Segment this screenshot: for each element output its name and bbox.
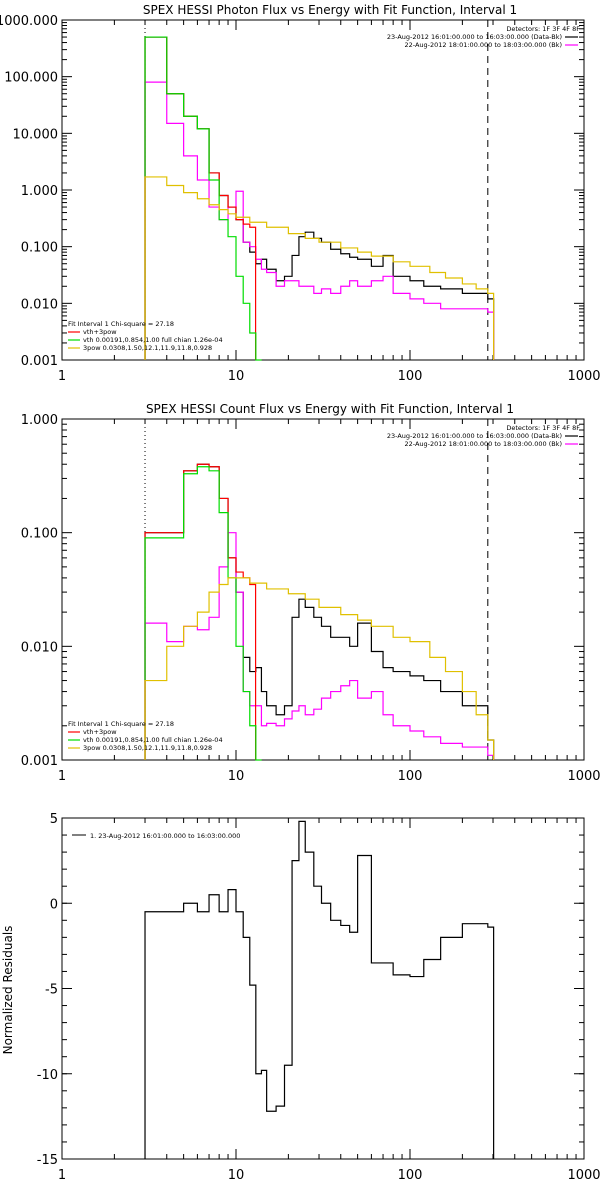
photon-detectors-label: Detectors: 1F 3F 4F 8F (506, 25, 580, 33)
legend-left-text: vth+3pow (83, 728, 117, 736)
y-tick-label: 0.010 (21, 297, 58, 312)
residuals-series (145, 821, 494, 1159)
photon-flux-panel: SPEX HESSI Photon Flux vs Energy with Fi… (0, 3, 600, 384)
y-tick-label: 0.001 (21, 754, 58, 769)
photon-legend-right: 23-Aug-2012 16:01:00.000 to 16:03:00.000… (387, 33, 578, 49)
legend-left-text: vth 0.00191,0.854,1.00 full chian 1.26e-… (83, 736, 223, 744)
photon-flux-title: SPEX HESSI Photon Flux vs Energy with Fi… (143, 3, 517, 17)
x-tick-label: 100 (398, 369, 423, 384)
y-tick-label: 5 (50, 812, 58, 827)
legend-left-text: vth 0.00191,0.854,1.00 full chian 1.26e-… (83, 336, 223, 344)
series-line (145, 821, 494, 1159)
residuals-legend-text: 1. 23-Aug-2012 16:01:00.000 to 16:03:00.… (90, 832, 240, 840)
series-1 (145, 533, 494, 760)
count-detectors-label: Detectors: 1F 3F 4F 8F (506, 424, 580, 432)
x-tick-label: 1000 (567, 769, 600, 784)
series-4 (145, 177, 494, 360)
legend-right-text: 22-Aug-2012 18:01:00.000 to 18:03:00.000… (405, 41, 562, 49)
legend-left-text: 3pow 0.0308,1.50,12.1,11.9,11.8,0.928 (83, 344, 212, 352)
count-legend-right: 23-Aug-2012 16:01:00.000 to 16:03:00.000… (387, 432, 578, 448)
x-tick-label: 10 (228, 1168, 245, 1183)
residuals-axes: 1 10 100 1000 5 0 -5 -10 -15 (37, 812, 600, 1183)
y-tick-label: 1.000 (21, 184, 58, 199)
x-tick-label: 10 (228, 769, 245, 784)
y-tick-label: -10 (37, 1068, 58, 1083)
series-3 (145, 467, 262, 760)
x-tick-label: 10 (228, 369, 245, 384)
x-tick-label: 1000 (567, 1168, 600, 1183)
y-tick-label: 1000.000 (0, 14, 58, 29)
legend-left-text: vth+3pow (83, 328, 117, 336)
residuals-ylabel: Normalized Residuals (1, 926, 15, 1055)
series-line (145, 533, 494, 760)
residuals-panel: 1 10 100 1000 5 0 -5 -10 -15 1. 23-Aug-2012 16:0… (1, 812, 600, 1183)
y-tick-label: 0.010 (21, 640, 58, 655)
count-flux-series (145, 464, 494, 760)
photon-flux-series (145, 37, 494, 360)
y-tick-label: -5 (45, 983, 58, 998)
y-tick-label: 0.100 (21, 527, 58, 542)
x-tick-label: 1 (58, 1168, 66, 1183)
count-flux-frame (62, 419, 584, 760)
legend-left-text: Fit Interval 1 Chi-square = 27.18 (68, 720, 174, 728)
count-legend-left: Fit Interval 1 Chi-square = 27.18vth+3po… (68, 720, 223, 752)
x-tick-label: 100 (398, 1168, 423, 1183)
series-line (145, 177, 494, 360)
count-flux-title: SPEX HESSI Count Flux vs Energy with Fit… (146, 402, 514, 416)
series-4 (145, 578, 494, 760)
y-tick-label: 0 (50, 897, 58, 912)
y-tick-label: 10.000 (13, 127, 59, 142)
y-tick-label: 0.100 (21, 241, 58, 256)
y-tick-label: 1.000 (21, 413, 58, 428)
x-tick-label: 1 (58, 769, 66, 784)
count-flux-panel: SPEX HESSI Count Flux vs Energy with Fit… (21, 402, 600, 784)
legend-right-text: 23-Aug-2012 16:01:00.000 to 16:03:00.000… (387, 432, 562, 440)
photon-flux-frame (62, 20, 584, 360)
legend-left-text: 3pow 0.0308,1.50,12.1,11.9,11.8,0.928 (83, 744, 212, 752)
series-0 (145, 821, 494, 1159)
x-tick-label: 100 (398, 769, 423, 784)
x-tick-label: 1 (58, 369, 66, 384)
y-tick-label: 100.000 (4, 71, 58, 86)
legend-right-text: 23-Aug-2012 16:01:00.000 to 16:03:00.000… (387, 33, 562, 41)
y-tick-label: -15 (37, 1153, 58, 1168)
y-tick-label: 0.001 (21, 354, 58, 369)
legend-right-text: 22-Aug-2012 18:01:00.000 to 18:03:00.000… (405, 440, 562, 448)
x-tick-label: 1000 (567, 369, 600, 384)
legend-left-text: Fit Interval 1 Chi-square = 27.18 (68, 320, 174, 328)
residuals-frame (62, 818, 584, 1159)
photon-legend-left: Fit Interval 1 Chi-square = 27.18vth+3po… (68, 320, 223, 352)
series-line (145, 578, 494, 760)
series-line (145, 467, 262, 760)
